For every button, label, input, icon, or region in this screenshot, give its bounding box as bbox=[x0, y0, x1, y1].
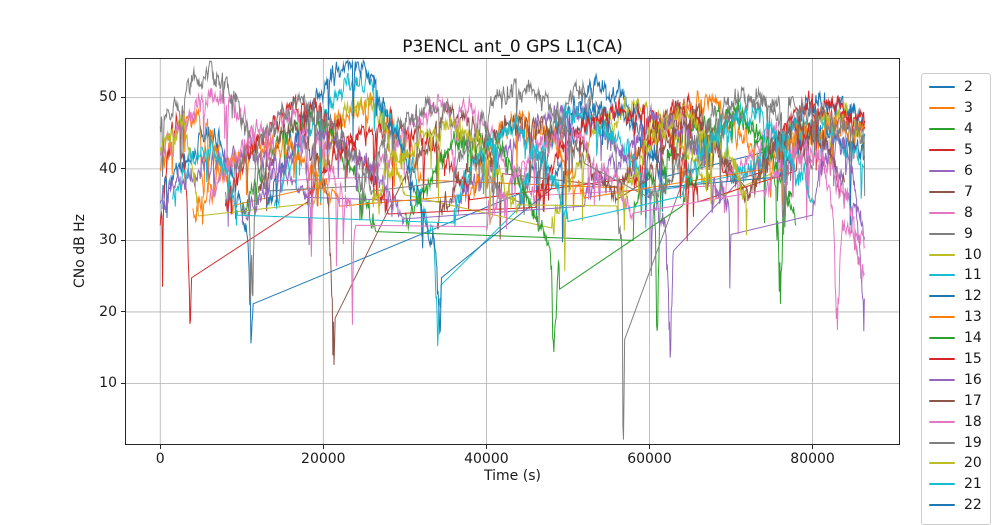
legend-label: 13 bbox=[964, 309, 982, 326]
legend-line-swatch bbox=[929, 149, 955, 152]
legend-label: 15 bbox=[964, 351, 982, 368]
legend-line-swatch bbox=[929, 316, 955, 319]
y-tick-label: 40 bbox=[99, 160, 117, 177]
legend-line-swatch bbox=[929, 86, 955, 89]
y-tick-label: 50 bbox=[99, 89, 117, 106]
legend-label: 18 bbox=[964, 413, 982, 430]
x-tick-label: 40000 bbox=[464, 451, 509, 467]
legend-label: 6 bbox=[964, 163, 973, 179]
x-tick-mark bbox=[648, 445, 650, 449]
legend-label: 3 bbox=[964, 100, 973, 117]
legend-entry: 16 bbox=[922, 369, 990, 390]
legend-line-swatch bbox=[929, 128, 955, 131]
legend-line-swatch bbox=[929, 253, 955, 256]
legend-entry: 17 bbox=[922, 390, 990, 411]
legend-label: 10 bbox=[964, 246, 982, 263]
legend-label: 17 bbox=[964, 392, 982, 409]
legend-entry: 10 bbox=[922, 244, 990, 265]
legend-line-swatch bbox=[929, 274, 955, 277]
legend-label: 16 bbox=[964, 371, 982, 388]
legend-line-swatch bbox=[929, 295, 955, 298]
chart-title: P3ENCL ant_0 GPS L1(CA) bbox=[402, 37, 623, 57]
legend-label: 2 bbox=[964, 79, 973, 96]
legend-label: 5 bbox=[964, 142, 973, 159]
legend-entry: 14 bbox=[922, 328, 990, 349]
plot-canvas bbox=[125, 58, 900, 445]
legend-label: 9 bbox=[964, 225, 973, 242]
legend-label: 8 bbox=[964, 204, 973, 221]
y-tick-mark bbox=[121, 168, 125, 170]
legend-entry: 11 bbox=[922, 265, 990, 286]
legend-label: 4 bbox=[964, 121, 973, 138]
legend-entry: 5 bbox=[922, 140, 990, 161]
legend-label: 7 bbox=[964, 183, 973, 200]
legend-entry: 20 bbox=[922, 453, 990, 474]
legend-entry: 9 bbox=[922, 223, 990, 244]
matplotlib-figure: P3ENCL ant_0 GPS L1(CA) 0 20000 40000 60000… bbox=[72, 37, 991, 525]
legend-entry: 22 bbox=[922, 495, 990, 516]
axes-frame bbox=[125, 58, 900, 445]
x-tick-label: 60000 bbox=[627, 451, 672, 467]
legend-entry: 19 bbox=[922, 432, 990, 453]
legend-entry: 15 bbox=[922, 349, 990, 370]
legend-line-swatch bbox=[929, 232, 955, 235]
legend-line-swatch bbox=[929, 170, 955, 172]
legend-label: 14 bbox=[964, 330, 982, 347]
x-tick-mark bbox=[159, 445, 161, 449]
x-tick-mark bbox=[812, 445, 814, 449]
legend-entry: 7 bbox=[922, 181, 990, 202]
legend-label: 21 bbox=[964, 476, 982, 493]
y-tick-label: 30 bbox=[99, 232, 117, 249]
legend-entry: 8 bbox=[922, 202, 990, 223]
x-tick-label: 20000 bbox=[301, 451, 346, 467]
y-tick-mark bbox=[121, 382, 125, 384]
legend: 2 3 4 5 6 7 8 9 10 11 12 13 14 15 16 17 18 19 20 21 22 bbox=[921, 73, 991, 525]
x-tick-label: 0 bbox=[155, 451, 165, 467]
legend-line-swatch bbox=[929, 190, 955, 193]
legend-line-swatch bbox=[929, 504, 955, 507]
legend-label: 20 bbox=[964, 455, 982, 472]
legend-entry: 4 bbox=[922, 119, 990, 140]
legend-line-swatch bbox=[929, 378, 955, 381]
y-tick-mark bbox=[121, 96, 125, 98]
y-axis-label: CNo dB Hz bbox=[72, 213, 88, 289]
legend-line-swatch bbox=[929, 420, 955, 423]
legend-entry: 3 bbox=[922, 98, 990, 119]
x-tick-label: 80000 bbox=[790, 451, 835, 467]
legend-line-swatch bbox=[929, 483, 955, 486]
legend-label: 12 bbox=[964, 288, 982, 305]
legend-label: 19 bbox=[964, 434, 982, 451]
legend-entry: 2 bbox=[922, 77, 990, 98]
legend-entry: 12 bbox=[922, 286, 990, 307]
y-tick-label: 10 bbox=[99, 375, 117, 392]
x-axis-label: Time (s) bbox=[484, 468, 541, 484]
legend-entry: 21 bbox=[922, 474, 990, 495]
legend-line-swatch bbox=[929, 441, 955, 444]
legend-line-swatch bbox=[929, 107, 955, 110]
y-tick-mark bbox=[121, 311, 125, 313]
legend-entry: 6 bbox=[922, 161, 990, 182]
legend-line-swatch bbox=[929, 211, 955, 214]
legend-label: 22 bbox=[964, 497, 982, 514]
x-tick-mark bbox=[485, 445, 487, 449]
legend-entry: 13 bbox=[922, 307, 990, 328]
y-tick-mark bbox=[121, 239, 125, 241]
legend-entry: 18 bbox=[922, 411, 990, 432]
x-tick-mark bbox=[322, 445, 324, 449]
legend-line-swatch bbox=[929, 337, 955, 340]
legend-line-swatch bbox=[929, 358, 955, 361]
y-tick-label: 20 bbox=[99, 303, 117, 320]
legend-line-swatch bbox=[929, 399, 955, 402]
legend-line-swatch bbox=[929, 462, 955, 465]
legend-label: 11 bbox=[964, 267, 982, 284]
